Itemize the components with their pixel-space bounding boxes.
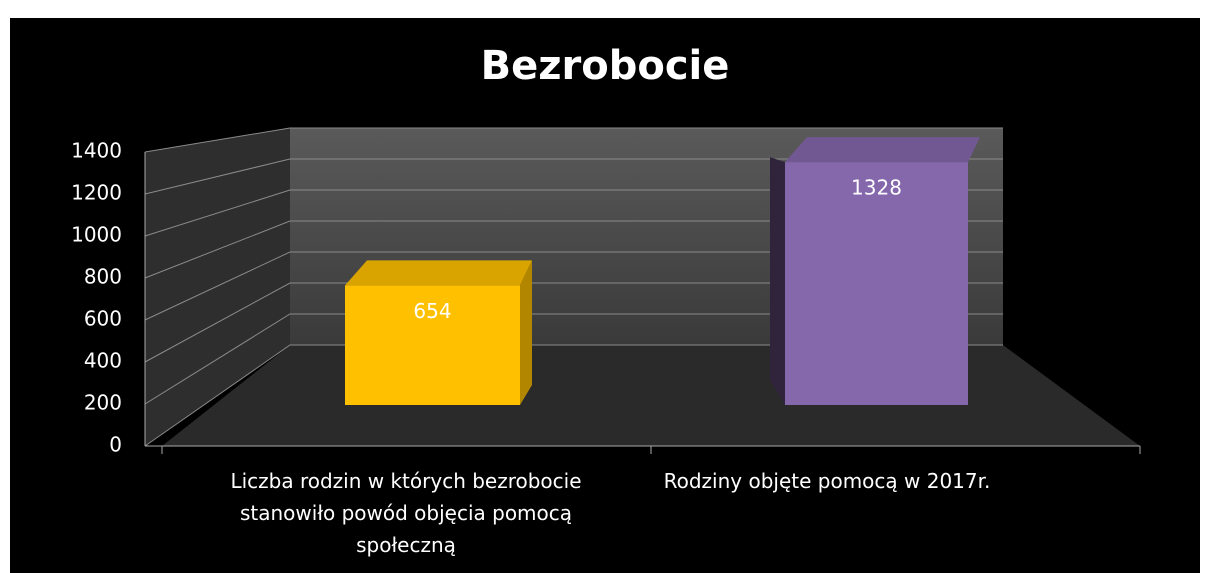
y-tick-label: 1000 — [71, 223, 122, 247]
grid-line — [144, 313, 1003, 405]
y-tick-label: 800 — [84, 265, 122, 289]
x-tick-label: Liczba rodzin w których bezrobocie stano… — [230, 469, 582, 557]
y-tick-label: 400 — [84, 349, 122, 373]
y-tick-label: 600 — [84, 307, 122, 331]
bar-top — [345, 260, 532, 286]
grid-line — [144, 282, 1003, 363]
grid-line — [144, 344, 1003, 447]
value-label: 1328 — [851, 176, 902, 200]
chart-title: Bezrobocie — [481, 43, 730, 89]
side-wall — [145, 128, 290, 446]
value-label: 654 — [413, 299, 451, 323]
grid-line — [144, 127, 1003, 153]
bar-side — [520, 260, 532, 405]
y-tick-label: 1400 — [71, 139, 122, 163]
bar-top — [785, 137, 980, 163]
grid-line — [144, 220, 1003, 279]
grid-line — [144, 189, 1003, 237]
grid-line — [144, 158, 1003, 195]
y-tick-label: 200 — [84, 391, 122, 415]
x-tick-label: Rodziny objęte pomocą w 2017r. — [663, 469, 991, 493]
bar — [345, 285, 520, 405]
grid-line — [144, 251, 1003, 321]
y-tick-label: 0 — [109, 433, 122, 457]
bar — [785, 162, 968, 405]
floor — [162, 345, 1140, 446]
y-tick-label: 1200 — [71, 181, 122, 205]
bar-side — [770, 157, 785, 405]
